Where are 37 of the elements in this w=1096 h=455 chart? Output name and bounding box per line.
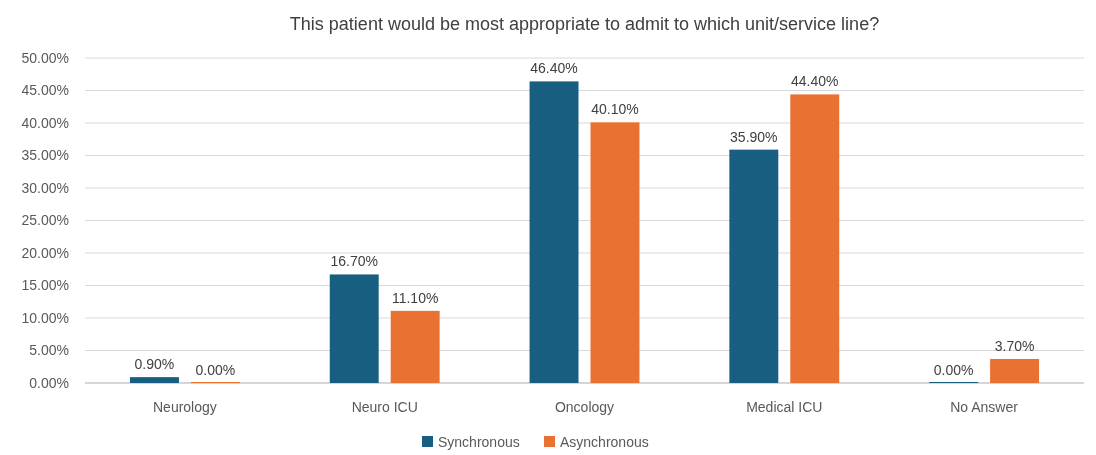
- data-label: 46.40%: [530, 60, 578, 77]
- bar: [529, 81, 579, 383]
- data-label: 0.90%: [134, 356, 175, 373]
- bar: [990, 358, 1040, 383]
- y-tick-label: 35.00%: [21, 147, 69, 164]
- y-tick-label: 10.00%: [21, 309, 69, 326]
- y-tick-label: 5.00%: [29, 342, 69, 359]
- legend-label: Asynchronous: [560, 434, 649, 450]
- x-tick-label: Neurology: [152, 399, 217, 415]
- data-label: 16.70%: [330, 253, 378, 270]
- y-tick-label: 50.00%: [21, 49, 69, 66]
- y-tick-label: 40.00%: [21, 114, 69, 131]
- bar: [129, 377, 179, 383]
- data-label: 3.70%: [994, 337, 1035, 354]
- bar: [590, 122, 640, 383]
- bar: [790, 94, 840, 383]
- y-tick-label: 30.00%: [21, 179, 69, 196]
- legend-label: Synchronous: [438, 434, 520, 450]
- y-tick-label: 45.00%: [21, 82, 69, 99]
- x-tick-label: No Answer: [950, 399, 1019, 415]
- data-label: 40.10%: [591, 101, 639, 118]
- bar: [329, 274, 379, 383]
- y-tick-label: 15.00%: [21, 277, 69, 294]
- y-tick-label: 20.00%: [21, 244, 69, 261]
- x-tick-label: Neuro ICU: [351, 399, 418, 415]
- data-label: 44.40%: [791, 73, 839, 90]
- data-label: 35.90%: [730, 128, 778, 145]
- x-tick-label: Oncology: [554, 399, 615, 415]
- data-label: 0.00%: [933, 362, 974, 378]
- bar: [390, 310, 440, 383]
- y-tick-label: 0.00%: [29, 374, 69, 391]
- data-label: 11.10%: [391, 289, 439, 306]
- y-tick-label: 25.00%: [21, 212, 69, 229]
- chart-title: This patient would be most appropriate to admit to which unit/service line?: [289, 14, 880, 34]
- data-label: 0.00%: [195, 362, 236, 378]
- bar: [729, 149, 779, 383]
- x-tick-label: Medical ICU: [746, 399, 823, 415]
